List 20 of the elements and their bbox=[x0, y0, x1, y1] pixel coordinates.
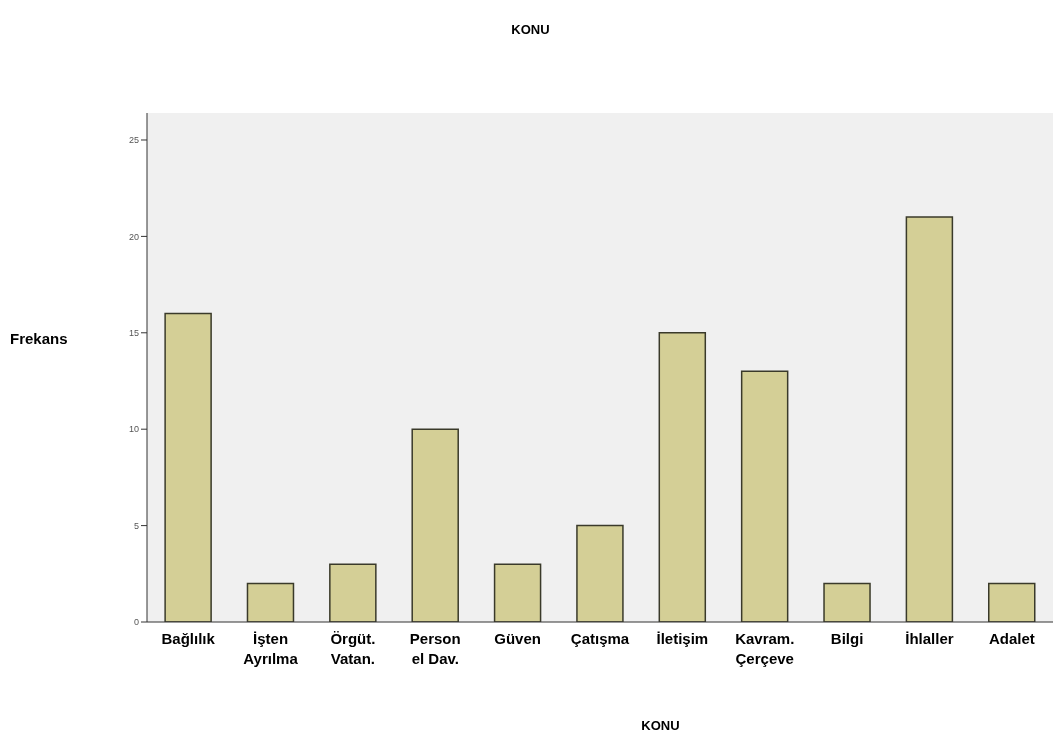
y-tick-label: 5 bbox=[133, 520, 139, 531]
y-tick-label: 20 bbox=[128, 231, 139, 242]
x-tick-label: Kavram. Çerçeve bbox=[735, 630, 795, 667]
x-tick-label: Adalet bbox=[988, 630, 1035, 647]
chart-title: KONU bbox=[510, 22, 551, 37]
x-tick-label: Çatışma bbox=[570, 630, 630, 647]
x-tick-label: Örgüt. Vatan. bbox=[330, 630, 376, 667]
x-tick-label: Bilgi bbox=[830, 630, 864, 647]
y-tick-label: 10 bbox=[128, 424, 139, 435]
x-tick-label: İhlaller bbox=[905, 630, 954, 647]
x-tick-label: Güven bbox=[494, 630, 541, 647]
y-tick-label: 25 bbox=[128, 135, 139, 146]
x-tick-label: İletişim bbox=[656, 630, 709, 647]
y-tick-label: 15 bbox=[128, 327, 139, 338]
y-tick-label: 0 bbox=[133, 617, 139, 628]
x-axis-title: KONU bbox=[640, 718, 681, 733]
x-tick-label: İşten Ayrılma bbox=[243, 630, 299, 667]
x-tick-label: Person el Dav. bbox=[409, 630, 461, 667]
x-tick-label: Bağlılık bbox=[161, 630, 216, 647]
y-axis-title: Frekans bbox=[10, 330, 68, 347]
